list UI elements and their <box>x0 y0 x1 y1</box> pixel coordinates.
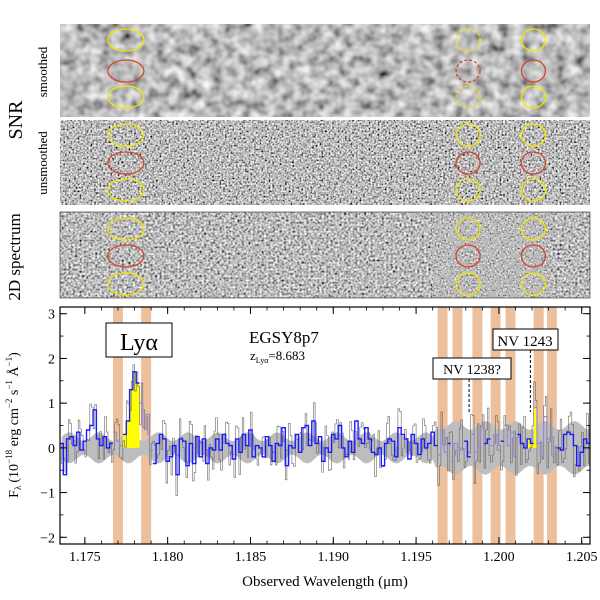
x-tick-label: 1.190 <box>318 550 350 565</box>
aperture-circle-yellow <box>520 123 547 147</box>
y-tick-label: −1 <box>40 487 55 502</box>
spectrum2d-label: 2D spectrum <box>5 213 24 300</box>
y-tick-label: 3 <box>48 308 55 323</box>
aperture-circle-yellow <box>455 85 481 109</box>
aperture-circle-red <box>107 244 145 268</box>
nv1243-label: NV 1243 <box>497 334 552 350</box>
aperture-circle-yellow <box>520 178 547 202</box>
aperture-circle-yellow <box>107 85 145 109</box>
nv1243-label-box <box>492 328 559 351</box>
aperture-circle-yellow <box>520 85 547 109</box>
aperture-circles <box>107 28 547 296</box>
unsmoothed-label: unsmoothed <box>35 131 50 195</box>
x-tick-label: 1.205 <box>566 550 598 565</box>
snr-label: SNR <box>5 100 27 140</box>
aperture-circle-yellow <box>107 178 145 202</box>
aperture-circle-red <box>520 244 547 268</box>
aperture-circle-yellow <box>520 272 547 296</box>
aperture-circle-yellow <box>107 272 145 296</box>
aperture-circle-yellow <box>520 217 547 241</box>
nv-fill <box>527 407 537 448</box>
y-tick-label: −2 <box>40 531 55 546</box>
y-axis-label: Fλ(10−18 erg cm−2 s−1 Å−1) <box>4 352 23 498</box>
axis-ticks: 1.175 1.180 1.185 1.190 1.195 1.200 1.205 −2 −1 0… <box>40 307 597 565</box>
aperture-circle-red <box>520 151 547 175</box>
y-tick-label: 1 <box>48 397 55 412</box>
object-title: EGSY8p7 <box>249 328 319 347</box>
y-tick-label: 2 <box>48 352 55 367</box>
lya-label-box <box>105 322 173 358</box>
aperture-circle-yellow <box>107 28 145 52</box>
spectrum-plot: 1.175 1.180 1.185 1.190 1.195 1.200 1.205 −2 −1 0… <box>40 306 597 565</box>
x-tick-label: 1.200 <box>483 550 515 565</box>
aperture-circle-red <box>455 59 481 83</box>
x-tick-label: 1.195 <box>400 550 432 565</box>
aperture-circle-red <box>107 151 145 175</box>
masked-spectrum <box>113 402 557 462</box>
aperture-circle-yellow <box>455 28 481 52</box>
x-axis-label: Observed Wavelength (μm) <box>242 574 408 590</box>
unsmoothed-snr-panel <box>60 120 590 205</box>
binned-spectrum <box>60 371 590 476</box>
sky-band <box>113 307 123 544</box>
aperture-circle-yellow <box>107 123 145 147</box>
smoothed-snr-panel <box>60 24 590 117</box>
aperture-circle-yellow <box>455 217 481 241</box>
aperture-circle-red <box>520 59 547 83</box>
nv1238-label-box <box>432 357 512 380</box>
redshift-label: zLyα=8.683 <box>250 348 305 365</box>
x-tick-label: 1.175 <box>69 550 101 565</box>
spectrum2d-panel <box>59 211 591 299</box>
aperture-circle-red <box>455 151 481 175</box>
x-tick-label: 1.185 <box>235 550 267 565</box>
lya-label: Lyα <box>120 330 158 356</box>
aperture-circle-yellow <box>455 178 481 202</box>
x-tick-label: 1.180 <box>152 550 184 565</box>
aperture-circle-red <box>107 59 145 83</box>
aperture-circle-yellow <box>455 123 481 147</box>
aperture-circle-yellow <box>520 28 547 52</box>
aperture-circle-yellow <box>455 272 481 296</box>
y-tick-label: 0 <box>48 442 55 457</box>
smoothed-label: smoothed <box>35 46 50 97</box>
nv1238-label: NV 1238? <box>443 363 501 378</box>
aperture-circle-yellow <box>107 217 145 241</box>
aperture-circle-red <box>455 244 481 268</box>
